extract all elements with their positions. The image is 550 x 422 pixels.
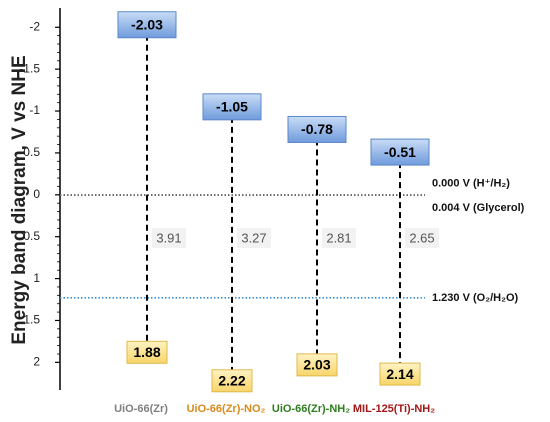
category-label: UiO-66(Zr): [114, 403, 168, 415]
reference-label: 0.004 V (Glycerol): [432, 202, 525, 214]
y-tick-label: -0.5: [19, 145, 40, 159]
vb-label: 2.03: [303, 357, 330, 373]
gap-bg: [237, 228, 271, 248]
conduction-band: [370, 138, 430, 166]
band-gap-label: 3.27: [241, 230, 266, 245]
cb-label: -2.03: [131, 16, 163, 32]
gap-bg: [322, 228, 356, 248]
band-gap-label: 2.65: [409, 230, 434, 245]
band-gap-label: 3.91: [156, 230, 181, 245]
valence-band: [126, 340, 168, 364]
reference-label: 0.000 V (H⁺/H₂): [432, 178, 510, 190]
valence-band: [211, 369, 253, 393]
y-tick-label: -1: [29, 103, 40, 117]
vb-label: 2.22: [218, 372, 245, 388]
conduction-band: [287, 115, 347, 143]
gap-bg: [405, 228, 439, 248]
cb-label: -0.51: [384, 144, 416, 160]
conduction-band: [117, 11, 177, 39]
category-label: MIL-125(Ti)-NH₂: [353, 403, 435, 415]
y-tick-label: -2: [29, 19, 40, 33]
y-tick-label: 0.5: [23, 229, 40, 243]
band-gap-label: 2.81: [326, 230, 351, 245]
y-axis-label: Energy band diagram, V vs NHE: [9, 55, 30, 344]
vb-label: 1.88: [133, 344, 160, 360]
gap-bg: [152, 228, 186, 248]
vb-label: 2.14: [386, 366, 413, 382]
category-label: UiO-66(Zr)-NH₂: [272, 403, 350, 415]
y-tick-label: -1.5: [19, 61, 40, 75]
y-tick-label: 2: [33, 355, 40, 369]
y-tick-label: 0: [33, 187, 40, 201]
valence-band: [379, 362, 421, 386]
reference-label: 1.230 V (O₂/H₂O): [432, 292, 519, 304]
y-tick-label: 1: [33, 271, 40, 285]
y-tick-label: 1.5: [23, 313, 40, 327]
cb-label: -1.05: [216, 99, 248, 115]
cb-label: -0.78: [301, 121, 333, 137]
valence-band: [296, 353, 338, 377]
category-label: UiO-66(Zr)-NO₂: [187, 403, 266, 415]
conduction-band: [202, 93, 262, 121]
